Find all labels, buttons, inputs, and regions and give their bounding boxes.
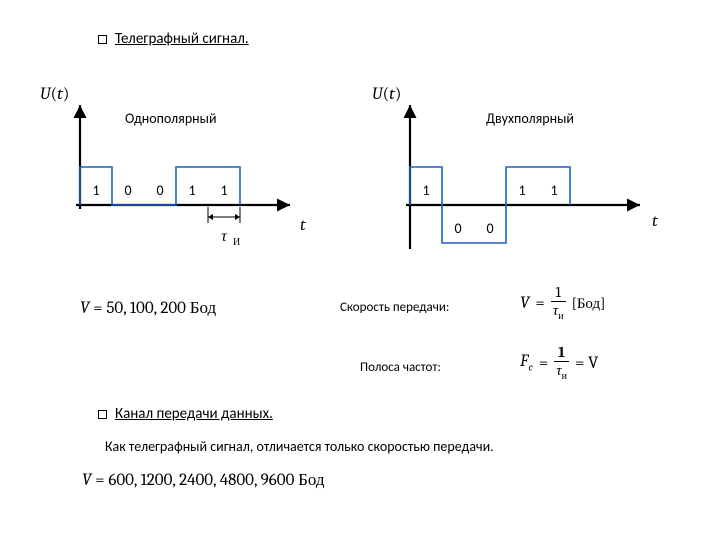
formula-v2-vals: 600, 1200, 2400, 4800, 9600 Бод (108, 471, 324, 490)
label-band: Полоса частот: (360, 360, 441, 375)
section2-title: Канал передачи данных. (115, 405, 273, 423)
svg-text:0: 0 (124, 182, 131, 199)
label-speed: Скорость передачи: (340, 300, 449, 315)
section2-title-row: Канал передачи данных. (98, 405, 273, 423)
svg-text:0: 0 (486, 220, 493, 237)
svg-text:0: 0 (156, 182, 163, 199)
formula-speed-vals: 50, 100, 200 Бод (106, 299, 216, 318)
bullet-icon (98, 410, 107, 419)
formula-V: V = 1 τи [Бод] (520, 284, 605, 322)
chart2-xaxis-label: t (652, 212, 658, 231)
chart1-xaxis-label: t (300, 216, 306, 235)
formula-speed: V = 50, 100, 200 Бод (80, 298, 216, 318)
svg-text:τ: τ (221, 227, 228, 245)
section2-text: Как телеграфный сигнал, отличается тольк… (105, 438, 494, 455)
svg-text:1: 1 (220, 182, 227, 199)
formula-v2: V = 600, 1200, 2400, 4800, 9600 Бод (82, 470, 325, 490)
svg-text:1: 1 (422, 182, 429, 199)
formula-F: Fc = 1 τи = V (520, 344, 598, 382)
svg-text:1: 1 (550, 182, 557, 199)
bullet-icon (98, 35, 107, 44)
svg-text:И: И (233, 236, 240, 248)
svg-text:0: 0 (454, 220, 461, 237)
section1-title: Телеграфный сигнал. (115, 30, 249, 48)
chart2: 1 0 0 1 1 (370, 85, 670, 260)
section1-title-row: Телеграфный сигнал. (98, 30, 249, 48)
chart1: 1 0 0 1 1 τИ (40, 85, 320, 260)
svg-text:1: 1 (92, 182, 99, 199)
svg-text:1: 1 (188, 182, 195, 199)
svg-text:1: 1 (518, 182, 525, 199)
